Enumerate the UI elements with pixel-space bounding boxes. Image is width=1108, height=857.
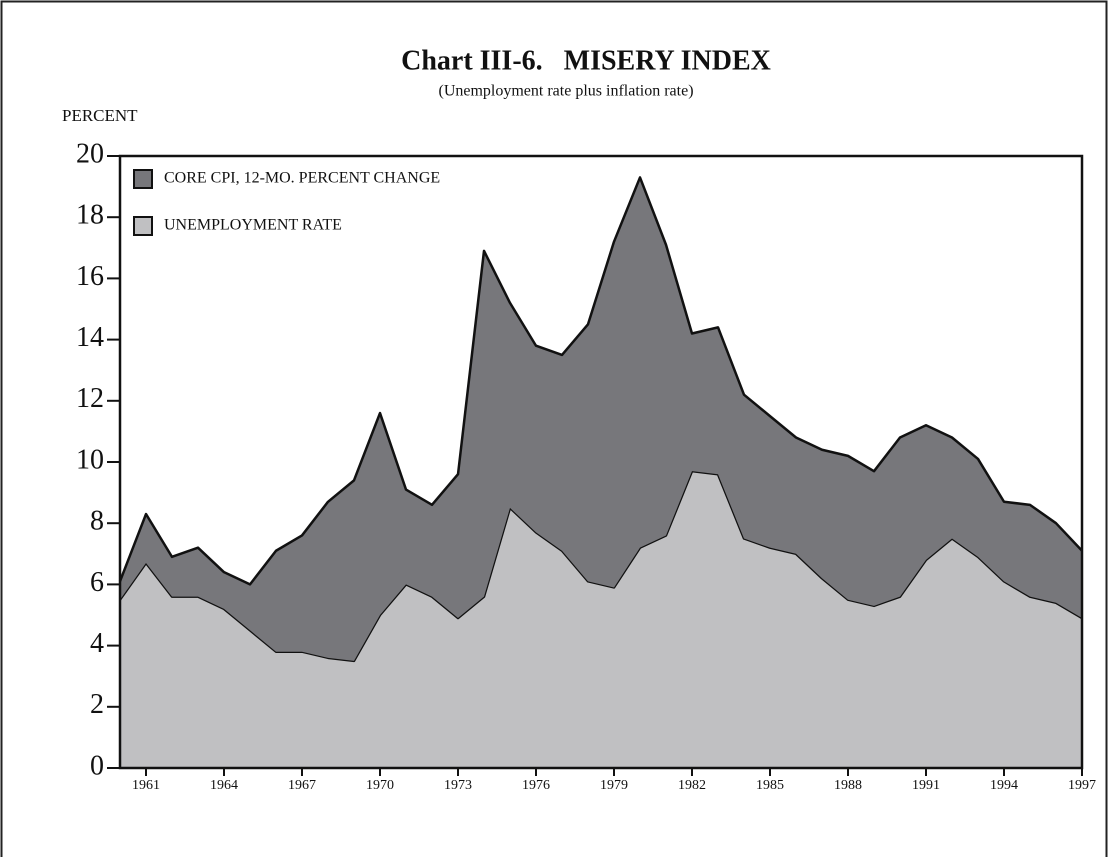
y-tick-label: 12 bbox=[76, 383, 104, 414]
x-tick-label: 1979 bbox=[600, 778, 628, 793]
legend-swatch bbox=[133, 216, 153, 236]
y-tick-label: 4 bbox=[90, 628, 104, 659]
y-tick-label: 0 bbox=[90, 750, 104, 781]
x-tick-label: 1985 bbox=[756, 778, 784, 793]
y-tick-label: 20 bbox=[76, 138, 104, 169]
legend-label: CORE CPI, 12-MO. PERCENT CHANGE bbox=[164, 170, 440, 187]
legend-label: UNEMPLOYMENT RATE bbox=[164, 217, 342, 234]
area bbox=[120, 471, 1082, 768]
y-tick-label: 18 bbox=[76, 200, 104, 231]
y-tick-label: 14 bbox=[76, 322, 104, 353]
y-axis-label: PERCENT bbox=[62, 106, 138, 125]
x-tick-label: 1970 bbox=[366, 778, 394, 793]
x-tick-label: 1991 bbox=[912, 778, 940, 793]
x-tick-label: 1967 bbox=[288, 778, 316, 793]
y-tick-label: 10 bbox=[76, 444, 104, 475]
x-tick-label: 1961 bbox=[132, 778, 160, 793]
y-tick-label: 6 bbox=[90, 567, 104, 598]
x-tick-label: 1976 bbox=[522, 778, 550, 793]
x-tick-label: 1982 bbox=[678, 778, 706, 793]
x-tick-label: 1964 bbox=[210, 778, 238, 793]
area-outline bbox=[118, 176, 1083, 586]
x-tick-label: 1973 bbox=[444, 778, 472, 793]
x-tick-label: 1988 bbox=[834, 778, 862, 793]
y-tick-label: 16 bbox=[76, 261, 104, 292]
chart-subtitle: (Unemployment rate plus inflation rate) bbox=[438, 83, 693, 100]
area bbox=[120, 177, 1082, 661]
x-tick-label: 1994 bbox=[990, 778, 1018, 793]
legend-swatch bbox=[133, 169, 153, 189]
y-tick-label: 8 bbox=[90, 506, 104, 537]
x-tick-label: 1997 bbox=[1068, 778, 1096, 793]
chart-title: Chart III-6. MISERY INDEX bbox=[401, 45, 771, 76]
y-tick-label: 2 bbox=[90, 689, 104, 720]
